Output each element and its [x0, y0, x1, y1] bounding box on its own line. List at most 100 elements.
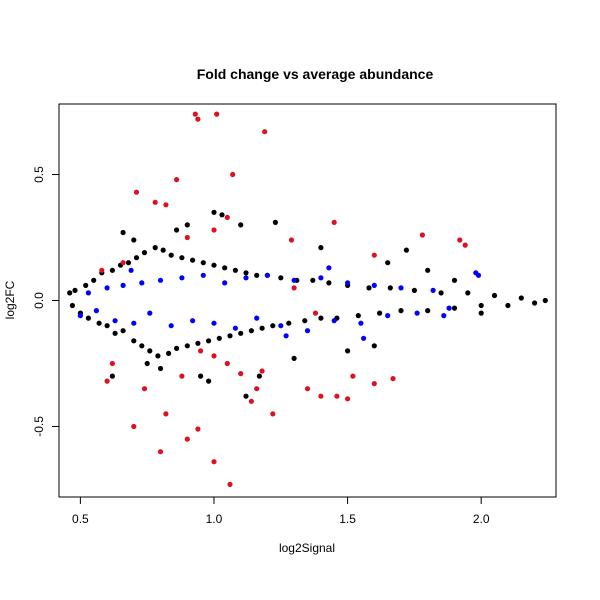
data-point — [125, 260, 132, 266]
data-point — [478, 310, 484, 316]
data-point — [120, 260, 126, 266]
data-point — [286, 320, 292, 326]
data-point — [358, 320, 364, 326]
data-point — [243, 275, 249, 281]
data-point — [238, 330, 244, 336]
data-point — [345, 396, 351, 402]
data-point — [366, 285, 372, 291]
data-point — [331, 219, 337, 225]
data-point — [385, 313, 391, 319]
data-point — [462, 242, 468, 248]
data-point — [157, 449, 164, 455]
data-point — [67, 290, 73, 296]
data-point — [475, 272, 482, 278]
data-point — [131, 320, 137, 326]
data-point — [414, 310, 420, 316]
data-point — [227, 481, 233, 487]
data-point — [152, 245, 158, 251]
data-point — [312, 310, 319, 316]
data-point — [157, 277, 164, 283]
y-tick-label: -0.5 — [32, 416, 46, 437]
data-point — [398, 308, 404, 314]
data-point — [211, 209, 217, 215]
data-point — [248, 328, 254, 334]
data-point — [318, 393, 324, 399]
data-point — [318, 245, 324, 251]
data-point — [112, 318, 118, 324]
y-axis: -0.5 0.0 0.5 — [32, 166, 60, 437]
data-point — [272, 219, 278, 225]
data-point — [430, 287, 436, 293]
data-point — [318, 315, 324, 321]
data-point — [211, 353, 217, 359]
data-point — [155, 353, 161, 359]
data-point — [163, 202, 169, 208]
data-point — [139, 343, 145, 349]
data-point — [390, 376, 396, 382]
data-point — [152, 199, 158, 205]
data-point — [77, 313, 83, 319]
data-point — [184, 343, 190, 349]
data-point — [120, 229, 126, 236]
data-point — [83, 282, 89, 288]
data-point — [248, 398, 254, 404]
data-point — [211, 320, 217, 326]
data-point — [270, 323, 276, 329]
data-point — [120, 282, 126, 288]
data-point — [278, 275, 284, 281]
data-point — [192, 111, 198, 117]
data-point — [200, 260, 206, 266]
data-point — [141, 250, 148, 256]
y-tick-label: 0.0 — [32, 292, 46, 309]
data-point — [144, 360, 150, 367]
data-point — [238, 371, 244, 377]
plot-area-border — [58, 103, 557, 498]
data-point — [505, 302, 511, 309]
data-point — [190, 257, 196, 263]
data-point — [532, 300, 538, 306]
data-point — [163, 411, 169, 417]
data-point — [345, 348, 351, 354]
data-point — [131, 237, 137, 243]
data-point — [131, 338, 137, 344]
data-point — [174, 177, 180, 183]
data-point — [371, 252, 377, 258]
data-point — [133, 189, 140, 195]
data-point — [518, 295, 524, 301]
chart-title: Fold change vs average abundance — [197, 66, 434, 82]
data-point — [195, 116, 201, 122]
data-point — [425, 267, 431, 273]
data-point — [270, 411, 276, 417]
data-point — [72, 287, 78, 293]
data-point — [211, 227, 217, 233]
data-point — [371, 282, 377, 288]
data-point — [355, 313, 361, 319]
data-point — [478, 302, 484, 309]
x-axis-label: log2Signal — [279, 541, 335, 555]
data-point — [264, 272, 270, 278]
data-point — [184, 234, 190, 241]
x-axis: 0.5 1.0 1.5 2.0 — [72, 496, 490, 526]
data-point — [350, 373, 356, 379]
data-point — [302, 318, 308, 324]
data-point — [542, 297, 548, 304]
data-point — [184, 436, 190, 442]
data-point — [230, 171, 236, 178]
data-point — [318, 275, 324, 281]
data-point — [216, 335, 222, 341]
data-point — [451, 277, 458, 283]
data-point — [91, 277, 97, 283]
data-point — [446, 305, 452, 311]
data-point — [361, 335, 367, 341]
data-point — [109, 373, 115, 379]
data-point — [243, 270, 249, 276]
data-point — [438, 290, 444, 296]
data-point — [304, 328, 311, 334]
data-point — [254, 315, 260, 321]
data-point — [222, 265, 228, 271]
data-point — [227, 333, 233, 339]
data-point — [195, 426, 201, 432]
data-point — [85, 290, 91, 296]
data-point — [288, 237, 295, 243]
